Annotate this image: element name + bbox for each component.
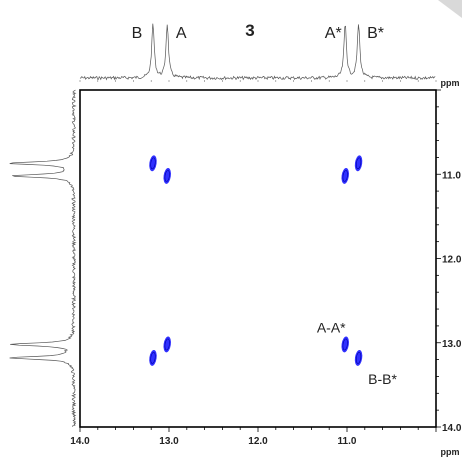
left-projection: [9, 89, 77, 427]
left-trace: [9, 89, 77, 427]
x-tick-label: 14.0: [70, 436, 90, 447]
corner-decoration: [438, 0, 462, 18]
compound-label: 3: [245, 21, 254, 40]
plot-frame: [79, 0, 462, 428]
cross-peak-annotation: A-A*: [317, 319, 346, 335]
peak-label: A*: [325, 25, 342, 42]
top-trace: [79, 23, 436, 81]
cross-peaks: [149, 155, 363, 366]
cross-peak: [354, 349, 363, 366]
y-tick-label: 11.0: [442, 170, 461, 181]
top-projection: [79, 23, 436, 81]
peak-label: A: [176, 25, 187, 42]
cross-peak: [163, 167, 171, 184]
y-tick-label: 12.0: [442, 255, 462, 266]
y-tick-label: 14.0: [442, 423, 462, 434]
cross-peak: [149, 349, 157, 366]
cross-peak: [341, 336, 349, 353]
cross-peak: [163, 336, 171, 353]
peak-label: B: [132, 25, 143, 42]
cross-peak: [149, 155, 157, 172]
x-tick-label: 12.0: [248, 436, 268, 447]
cross-peak-annotation: B-B*: [368, 371, 397, 387]
x-tick-label: 11.0: [338, 436, 357, 447]
x-tick-label: 13.0: [159, 436, 179, 447]
y-tick-label: 13.0: [442, 339, 462, 350]
cross-peak: [341, 167, 349, 184]
labels: B A A* B* 3 A-A* B-B* ppm ppm: [132, 21, 460, 457]
cross-peak: [354, 155, 363, 172]
x-axis-unit: ppm: [441, 447, 460, 457]
axis-ticks: 14.0 13.0 12.0 11.0 11.0 12.0 13.0 14.0: [70, 80, 462, 447]
y-axis-unit: ppm: [441, 78, 460, 88]
peak-label: B*: [367, 25, 384, 42]
